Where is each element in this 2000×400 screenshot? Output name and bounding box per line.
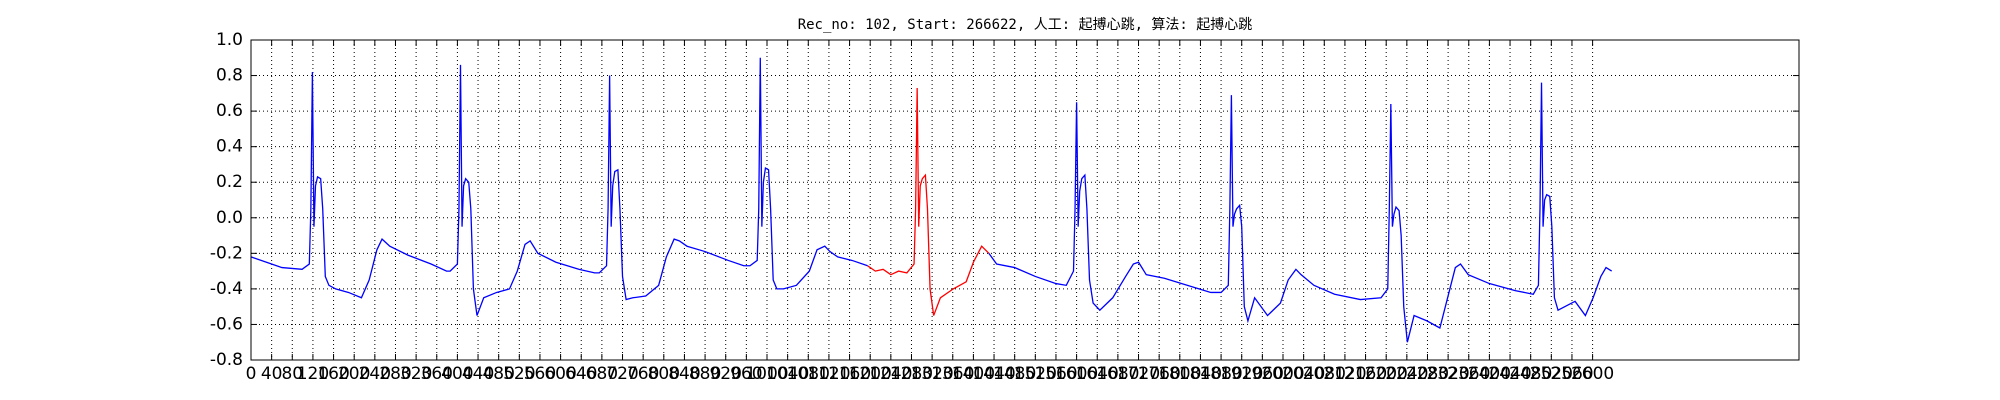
x-tick-label: 1040 xyxy=(766,364,809,384)
x-tick-label: 320 xyxy=(400,364,432,384)
x-tick-label: 1200 xyxy=(849,364,892,384)
x-tick-label: 40 xyxy=(261,364,283,384)
y-tick-label: -0.8 xyxy=(210,350,243,370)
x-tick-label: 2120 xyxy=(1323,364,1366,384)
x-tick-label: 2520 xyxy=(1530,364,1573,384)
y-tick-label: 1.0 xyxy=(216,30,243,50)
x-tick-label: 2080 xyxy=(1303,364,1346,384)
x-tick-label: 2040 xyxy=(1282,364,1325,384)
line xyxy=(867,87,990,316)
x-tick-label: 2160 xyxy=(1344,364,1387,384)
x-tick-label: 1960 xyxy=(1241,364,1284,384)
x-tick-label: 760 xyxy=(627,364,659,384)
x-tick-label: 400 xyxy=(441,364,473,384)
x-tick-label: 1720 xyxy=(1117,364,1160,384)
x-tick-label: 1280 xyxy=(890,364,933,384)
x-tick-label: 920 xyxy=(709,364,741,384)
x-tick-label: 680 xyxy=(586,364,618,384)
x-tick-label: 200 xyxy=(338,364,370,384)
x-tick-label: 360 xyxy=(421,364,453,384)
x-tick-label: 480 xyxy=(482,364,514,384)
x-tick-label: 1480 xyxy=(993,364,1036,384)
y-tick-label: 0.8 xyxy=(216,66,243,86)
x-tick-label: 1520 xyxy=(1014,364,1057,384)
y-tick-label: -0.2 xyxy=(210,243,243,263)
x-tick-label: 1320 xyxy=(910,364,953,384)
x-tick-label: 1600 xyxy=(1055,364,1098,384)
x-tick-label: 1680 xyxy=(1096,364,1139,384)
x-tick-label: 640 xyxy=(565,364,597,384)
x-tick-label: 1400 xyxy=(952,364,995,384)
x-tick-label: 1920 xyxy=(1220,364,1263,384)
x-tick-label: 2440 xyxy=(1488,364,1531,384)
x-tick-label: 1160 xyxy=(828,364,871,384)
y-tick-label: 0.2 xyxy=(216,172,243,192)
x-tick-label: 800 xyxy=(648,364,680,384)
x-tick-label: 840 xyxy=(668,364,700,384)
x-tick-label: 600 xyxy=(544,364,576,384)
x-tick-label: 520 xyxy=(503,364,535,384)
x-tick-label: 1360 xyxy=(931,364,974,384)
plot-frame xyxy=(250,39,1800,361)
line xyxy=(250,57,868,316)
x-tick-label: 2360 xyxy=(1447,364,1490,384)
x-tick-label: 2280 xyxy=(1406,364,1449,384)
x-tick-label: 880 xyxy=(689,364,721,384)
x-tick-label: 2320 xyxy=(1426,364,1469,384)
y-tick-label: -0.6 xyxy=(210,314,243,334)
x-tick-label: 1000 xyxy=(745,364,788,384)
x-tick-label: 1800 xyxy=(1158,364,1201,384)
x-tick-label: 1640 xyxy=(1076,364,1119,384)
x-tick-label: 2000 xyxy=(1261,364,1304,384)
y-tick-label: 0.4 xyxy=(216,137,243,157)
x-tick-label: 2200 xyxy=(1365,364,1408,384)
x-tick-label: 0 xyxy=(246,364,257,384)
x-tick-label: 280 xyxy=(379,364,411,384)
line xyxy=(988,82,1613,343)
x-tick-label: 2600 xyxy=(1571,364,1614,384)
x-tick-label: 2480 xyxy=(1509,364,1552,384)
x-tick-label: 2240 xyxy=(1385,364,1428,384)
x-tick-label: 1120 xyxy=(807,364,850,384)
x-tick-label: 560 xyxy=(524,364,556,384)
y-tick-label: 0.6 xyxy=(216,101,243,121)
x-tick-label: 1840 xyxy=(1179,364,1222,384)
x-tick-label: 960 xyxy=(730,364,762,384)
x-tick-label: 1440 xyxy=(972,364,1015,384)
x-tick-label: 240 xyxy=(359,364,391,384)
chart-title: Rec_no: 102, Start: 266622, 人工: 起搏心跳, 算法… xyxy=(798,16,1253,33)
x-tick-label: 160 xyxy=(317,364,349,384)
x-tick-label: 2560 xyxy=(1550,364,1593,384)
x-tick-label: 1080 xyxy=(787,364,830,384)
x-tick-label: 440 xyxy=(462,364,494,384)
x-tick-label: 120 xyxy=(297,364,329,384)
x-tick-label: 720 xyxy=(606,364,638,384)
x-tick-label: 1760 xyxy=(1138,364,1181,384)
y-tick-label: -0.4 xyxy=(210,279,243,299)
x-tick-label: 2400 xyxy=(1468,364,1511,384)
x-tick-label: 1560 xyxy=(1034,364,1077,384)
x-tick-label: 1240 xyxy=(869,364,912,384)
y-tick-label: 0.0 xyxy=(216,208,243,228)
x-tick-label: 80 xyxy=(281,364,303,384)
x-tick-label: 1880 xyxy=(1199,364,1242,384)
